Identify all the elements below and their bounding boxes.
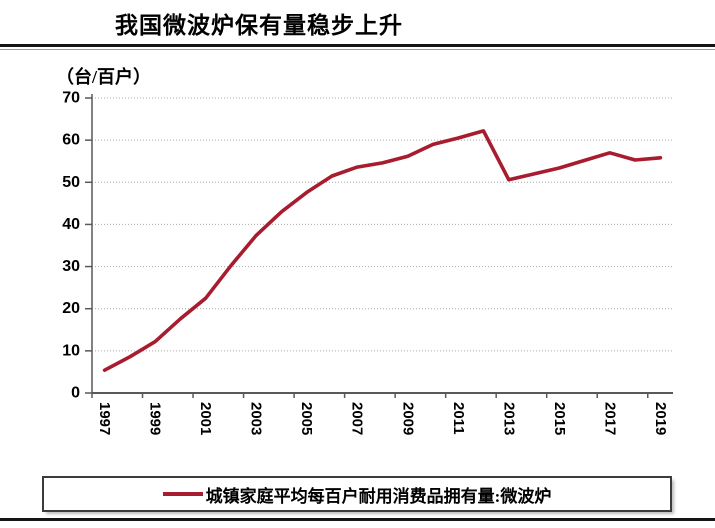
y-tick-label: 70 [62,90,80,107]
x-tick-label: 2001 [197,402,214,435]
y-tick-label: 40 [62,216,80,233]
legend-label: 城镇家庭平均每百户耐用消费品拥有量:微波炉 [205,486,552,506]
chart-title: 我国微波炉保有量稳步上升 [115,13,403,38]
legend-box: 城镇家庭平均每百户耐用消费品拥有量:微波炉 [42,476,672,512]
unit-label: （台/百户） [56,66,151,87]
x-tick-label: 1997 [96,402,113,435]
data-series-line [102,129,663,373]
x-tick-label: 2015 [551,402,568,435]
line-chart-svg: 0 10 20 30 40 50 60 70 1997 1999 2001 2003 2005 2007 2… [56,66,673,435]
x-tick-label: 2013 [500,402,517,435]
x-tick-label: 2017 [601,402,618,435]
x-tick-label: 2011 [450,402,467,435]
y-tick-label: 30 [62,258,80,275]
x-tick-label: 1999 [147,402,164,435]
x-tick-label: 2007 [349,402,366,435]
x-tick-label: 2003 [248,402,265,435]
bottom-divider [0,518,715,521]
y-tick-label: 10 [62,342,80,359]
title-divider [0,44,715,50]
y-tick-label: 50 [62,174,80,191]
y-tick-label: 0 [71,385,80,402]
x-tick-label: 2009 [399,402,416,435]
x-tick-label: 2019 [652,402,669,435]
legend-line-swatch [162,492,203,496]
y-tick-label: 60 [62,132,80,149]
x-tick-label: 2005 [298,402,315,435]
y-tick-label: 20 [62,300,80,317]
